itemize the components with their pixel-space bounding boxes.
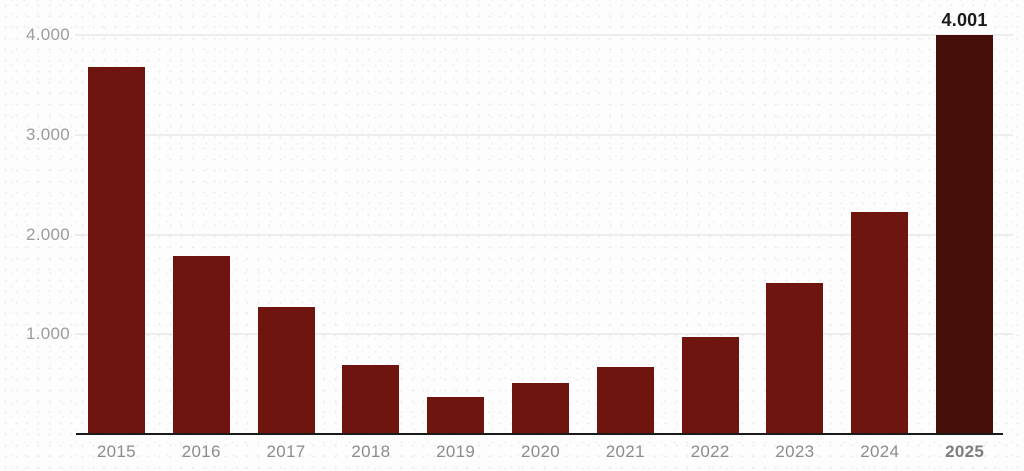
bar-2019[interactable] [427, 397, 485, 434]
x-axis-tick-label-2019: 2019 [436, 442, 476, 461]
bar-2023[interactable] [766, 283, 824, 434]
bar-2016[interactable] [172, 256, 230, 434]
bar-2024[interactable] [851, 211, 909, 434]
gridline-1000 [75, 333, 1013, 336]
x-axis-tick-label-2016: 2016 [181, 442, 221, 461]
bar-2020[interactable] [512, 383, 569, 434]
x-axis-line [76, 433, 1003, 435]
bar-2022[interactable] [681, 337, 739, 434]
bar-2015[interactable] [87, 66, 145, 434]
bar-2021[interactable] [596, 367, 654, 434]
gridline-4000 [75, 34, 1013, 36]
x-axis-tick-label-2018: 2018 [351, 442, 391, 461]
x-axis-tick-label-2025: 2025 [945, 442, 985, 461]
x-axis-tick-label-2017: 2017 [266, 442, 306, 461]
gridline-3000 [75, 133, 1013, 136]
y-axis-tick-label-1000: 1.000 [25, 324, 70, 344]
gridline-2000 [75, 233, 1013, 236]
value-label-2025: 4.001 [941, 9, 988, 30]
x-axis-tick-label-2020: 2020 [520, 442, 560, 461]
y-axis-tick-label-3000: 3.000 [25, 124, 70, 144]
x-axis-tick-label-2023: 2023 [775, 442, 815, 461]
x-axis-tick-label-2021: 2021 [605, 442, 645, 461]
y-axis-tick-label-4000: 4.000 [25, 25, 70, 44]
x-axis-tick-label-2022: 2022 [690, 442, 730, 461]
bar-2018[interactable] [342, 365, 400, 434]
bar-2025[interactable] [936, 34, 994, 434]
y-axis-tick-label-2000: 2.000 [25, 224, 70, 244]
x-axis-tick-label-2024: 2024 [860, 442, 900, 461]
bar-2017[interactable] [257, 307, 315, 434]
x-axis-tick-label-2015: 2015 [96, 442, 136, 461]
